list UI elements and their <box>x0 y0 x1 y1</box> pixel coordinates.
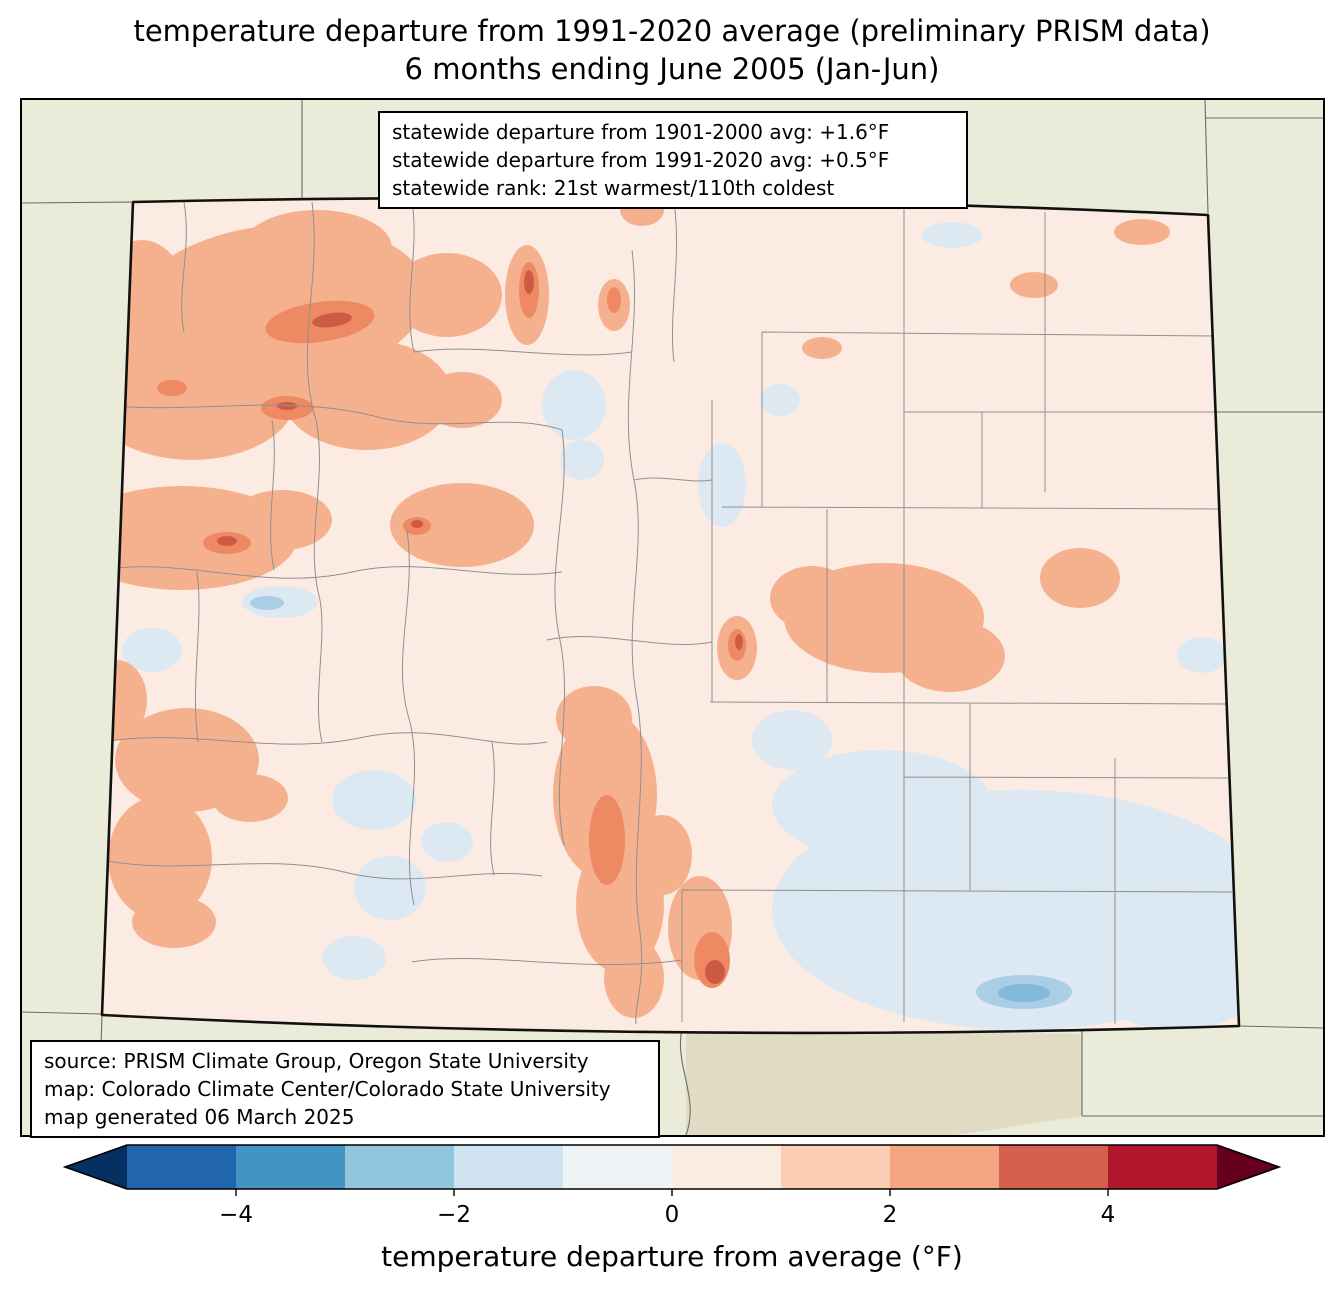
colorbar-axis-label: temperature departure from average (°F) <box>381 1240 963 1273</box>
state-interior <box>102 198 1239 1033</box>
source-line-3: map generated 06 March 2025 <box>44 1105 355 1129</box>
colorbar-tick-label: 0 <box>665 1202 680 1228</box>
source-line-2: map: Colorado Climate Center/Colorado St… <box>44 1077 611 1101</box>
stats-line-3: statewide rank: 21st warmest/110th colde… <box>392 176 835 200</box>
colorbar-segment <box>127 1145 237 1189</box>
stats-line-1: statewide departure from 1901-2000 avg: … <box>392 120 890 144</box>
title-line-1: temperature departure from 1991-2020 ave… <box>133 14 1211 48</box>
map-frame <box>20 98 1325 1137</box>
colorbar-segment <box>890 1145 1000 1189</box>
county-lines-east <box>681 208 1233 1024</box>
colorbar: −4 −2 0 2 4 <box>0 1141 1344 1251</box>
page-title: temperature departure from 1991-2020 ave… <box>0 13 1344 88</box>
county-lines-west <box>102 201 713 1025</box>
colorbar-segment <box>454 1145 564 1189</box>
colorbar-segment <box>236 1145 346 1189</box>
colorbar-svg: −4 −2 0 2 4 <box>62 1144 1282 1228</box>
cool-anomaly-blobs <box>122 222 1239 1030</box>
colorbar-segment <box>999 1145 1109 1189</box>
colorbar-segment <box>345 1145 455 1189</box>
colorbar-outline <box>62 1144 1282 1190</box>
colorbar-tick-label: 4 <box>1101 1202 1116 1228</box>
source-line-1: source: PRISM Climate Group, Oregon Stat… <box>44 1049 589 1073</box>
statewide-stats-box: statewide departure from 1901-2000 avg: … <box>378 111 968 209</box>
stats-line-2: statewide departure from 1991-2020 avg: … <box>392 148 890 172</box>
colorbar-left-arrow <box>65 1145 127 1189</box>
colorbar-segment <box>563 1145 673 1189</box>
colorbar-tick-label: −4 <box>219 1202 253 1228</box>
colorbar-tick-label: 2 <box>883 1202 898 1228</box>
neighbor-land-patch <box>686 1031 1082 1135</box>
title-line-2: 6 months ending June 2005 (Jan-Jun) <box>404 51 940 86</box>
source-attribution-box: source: PRISM Climate Group, Oregon Stat… <box>30 1040 660 1138</box>
colorbar-tick-label: −2 <box>437 1202 471 1228</box>
colorado-map <box>22 100 1323 1135</box>
colorbar-segment <box>672 1145 782 1189</box>
colorbar-segment <box>781 1145 891 1189</box>
colorbar-right-arrow <box>1217 1145 1279 1189</box>
colorbar-segment <box>1108 1145 1218 1189</box>
